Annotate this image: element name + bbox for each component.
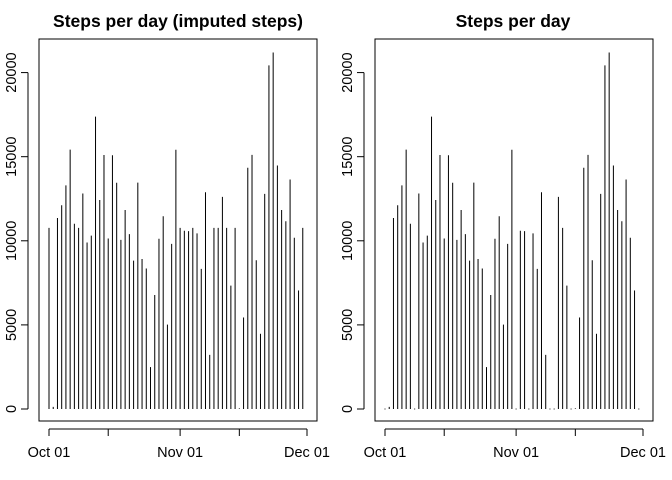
y-tick-label: 20000 [4,52,20,92]
x-tick-label: Nov 01 [493,445,539,461]
x-tick-label: Oct 01 [364,445,407,461]
plot-frame [38,38,318,422]
chart-panel-raw: Steps per day 0 5000 10000 15000 20000 Oct 0… [340,11,666,461]
y-tick-label: 10000 [4,221,20,261]
x-tick-label: Dec 01 [284,445,330,461]
chart-title: Steps per day (imputed steps) [53,11,303,31]
x-tick-label: Oct 01 [28,445,71,461]
spike-series [48,52,304,409]
y-tick-label: 15000 [340,137,356,177]
y-tick-label: 10000 [340,221,356,261]
x-axis: Oct 01 Nov 01 Dec 01 [28,428,330,461]
x-axis: Oct 01 Nov 01 Dec 01 [364,428,666,461]
chart-title: Steps per day [456,11,571,31]
spike-series [384,52,640,410]
y-axis: 0 5000 10000 15000 20000 [340,52,365,413]
y-tick-label: 20000 [340,52,356,92]
y-tick-label: 0 [4,405,20,413]
y-tick-label: 15000 [4,137,20,177]
y-tick-label: 0 [340,405,356,413]
x-tick-label: Nov 01 [157,445,203,461]
y-axis: 0 5000 10000 15000 20000 [4,52,29,413]
y-tick-label: 5000 [340,309,356,341]
x-tick-label: Dec 01 [620,445,666,461]
y-tick-label: 5000 [4,309,20,341]
plot-frame [374,38,654,422]
chart-panel-imputed: Steps per day (imputed steps) 0 5000 10000… [4,11,330,461]
